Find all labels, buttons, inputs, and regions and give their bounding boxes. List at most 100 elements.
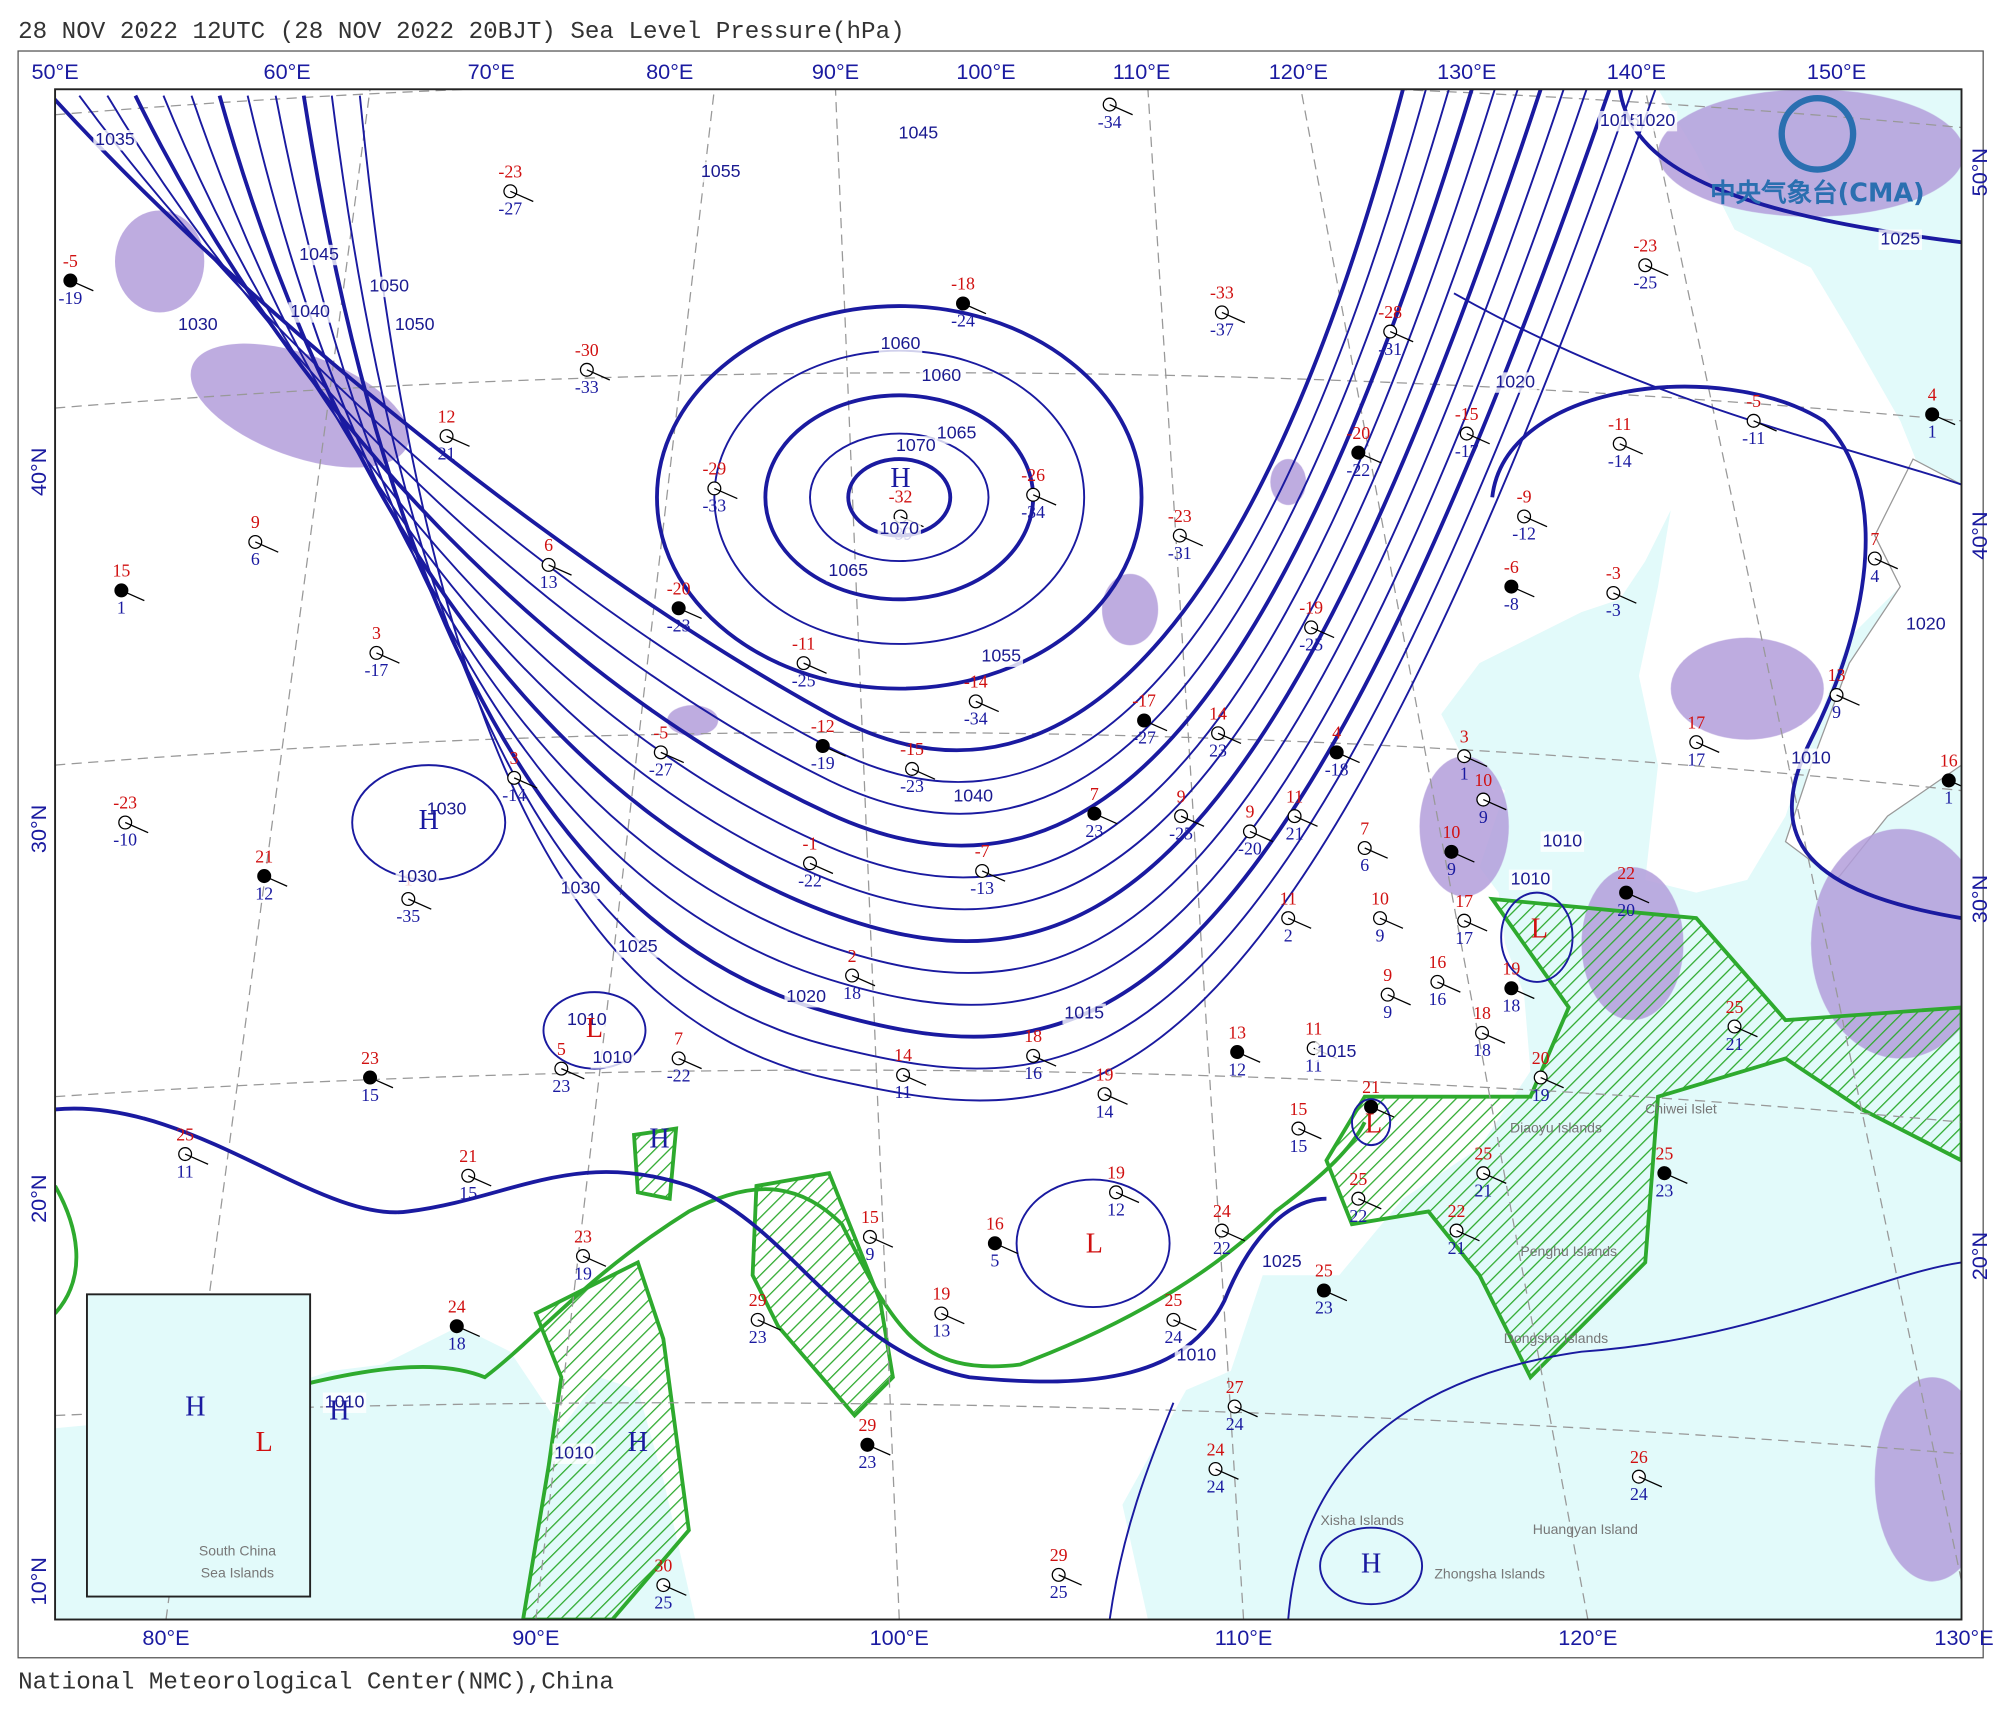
station-dew: -18 <box>1325 760 1349 780</box>
station-dew: -25 <box>1169 823 1193 843</box>
wind-barb <box>663 1584 687 1596</box>
isobar-label-bg <box>1904 614 1948 636</box>
isobar <box>274 89 1588 1006</box>
station-dew: 1 <box>1460 763 1469 783</box>
station-temp: 21 <box>255 846 273 866</box>
lon-label-bottom: 80°E <box>142 1625 189 1650</box>
isobar <box>1490 384 1962 921</box>
station-dew: 25 <box>654 1592 672 1612</box>
station-marker <box>1457 913 1472 928</box>
isobar-label: 1055 <box>981 645 1021 665</box>
wind-barb <box>803 662 827 674</box>
station-dew: 1 <box>1928 422 1937 442</box>
isobar-label: 1045 <box>299 244 339 264</box>
station-temp: 7 <box>1360 818 1369 838</box>
station-dew: -19 <box>811 753 835 773</box>
station-temp: -3 <box>1606 563 1621 583</box>
wind-barb <box>809 862 834 875</box>
station-temp: 9 <box>1383 965 1392 985</box>
isobar-label-bg <box>877 519 921 540</box>
wind-barb <box>456 1325 480 1337</box>
wind-barb <box>1836 694 1860 706</box>
station-temp: 7 <box>1090 784 1099 804</box>
station-temp: 19 <box>932 1284 950 1304</box>
wind-barb <box>263 875 288 887</box>
isobar <box>1453 292 1962 486</box>
station-marker <box>1533 1070 1548 1085</box>
lon-label-top: 150°E <box>1807 59 1866 84</box>
wind-barb <box>1115 1191 1140 1204</box>
station-temp: -5 <box>1746 391 1761 411</box>
isobar <box>1287 1261 1962 1620</box>
isobar-label-bg <box>1789 748 1833 769</box>
wind-barb <box>1696 741 1720 753</box>
wind-barb <box>1379 917 1404 929</box>
isobar-label: 1030 <box>561 878 601 898</box>
wind-barb <box>1638 1476 1663 1488</box>
station-temp: 9 <box>1177 786 1186 806</box>
map-body: -5-19-23-27-30-331221151966133-17-20-23-… <box>55 89 1962 1620</box>
station-temp: 10 <box>1474 770 1492 790</box>
station-dew: -27 <box>1132 728 1156 748</box>
wind-barb <box>1483 1172 1507 1184</box>
station-dew: -22 <box>667 1066 691 1086</box>
wind-barb <box>851 974 876 987</box>
station-temp: -5 <box>63 251 78 271</box>
station-temp: 10 <box>1442 822 1460 842</box>
station-dew: -31 <box>1378 339 1402 359</box>
station-dew: 24 <box>1165 1327 1183 1347</box>
wind-barb <box>1364 847 1388 859</box>
wind-barb <box>513 777 538 789</box>
station-dew: -27 <box>649 760 673 780</box>
station-temp: -23 <box>1633 235 1657 255</box>
isobar-label: 1050 <box>369 276 409 296</box>
wind-barb <box>1874 557 1899 570</box>
station-dew: 5 <box>990 1251 999 1271</box>
station-marker <box>575 1249 591 1264</box>
isobar-label: 1020 <box>1636 110 1676 130</box>
station-dew: 15 <box>1289 1136 1307 1156</box>
lat-label-right: 20°N <box>1967 1232 1992 1280</box>
station-marker <box>1102 97 1117 112</box>
station-temp: 20 <box>1532 1048 1550 1068</box>
wind-barb <box>1032 494 1057 506</box>
station-dew: 22 <box>1349 1206 1367 1226</box>
station-temp: 14 <box>894 1045 912 1065</box>
station-dew: 11 <box>894 1082 911 1102</box>
logo-text: 中央气象台(CMA) <box>1710 178 1925 208</box>
station-dew: -37 <box>1210 320 1234 340</box>
station-dew: 12 <box>255 883 273 903</box>
pressure-center: H <box>890 463 910 494</box>
wind-barb <box>1287 917 1312 929</box>
lat-label-left: 10°N <box>26 1557 51 1605</box>
station-temp: 21 <box>1362 1077 1380 1097</box>
station-dew: 1 <box>117 598 126 618</box>
station-temp: 30 <box>654 1555 672 1575</box>
wind-barb <box>1511 586 1535 598</box>
station-dew: 12 <box>1228 1059 1246 1079</box>
wind-barb <box>1358 452 1382 464</box>
station-dew: -3 <box>1606 600 1621 620</box>
wind-barb <box>1613 592 1637 604</box>
station-temp: -29 <box>702 459 726 479</box>
lon-label-top: 80°E <box>646 59 693 84</box>
station-dew: 17 <box>1455 928 1473 948</box>
isobar <box>55 1106 1327 1384</box>
wind-barb <box>1310 626 1335 639</box>
station-dew: -17 <box>1455 441 1479 461</box>
isobar-label: 1030 <box>427 798 467 818</box>
station-dew: 11 <box>177 1161 194 1181</box>
station-temp: 17 <box>1455 891 1473 911</box>
station-dew: 20 <box>1617 900 1635 920</box>
station-temp: 16 <box>1940 751 1958 771</box>
isobar-label: 1010 <box>567 1009 607 1029</box>
isobar-label: 1030 <box>397 866 437 886</box>
wind-barb <box>962 302 987 315</box>
wind-barb <box>1466 432 1490 445</box>
isobar-label: 1025 <box>618 936 658 956</box>
isobar <box>330 89 1634 1070</box>
isobar-ring <box>809 432 990 563</box>
isobar-label: 1010 <box>325 1391 365 1411</box>
station-dew: 9 <box>1376 925 1385 945</box>
